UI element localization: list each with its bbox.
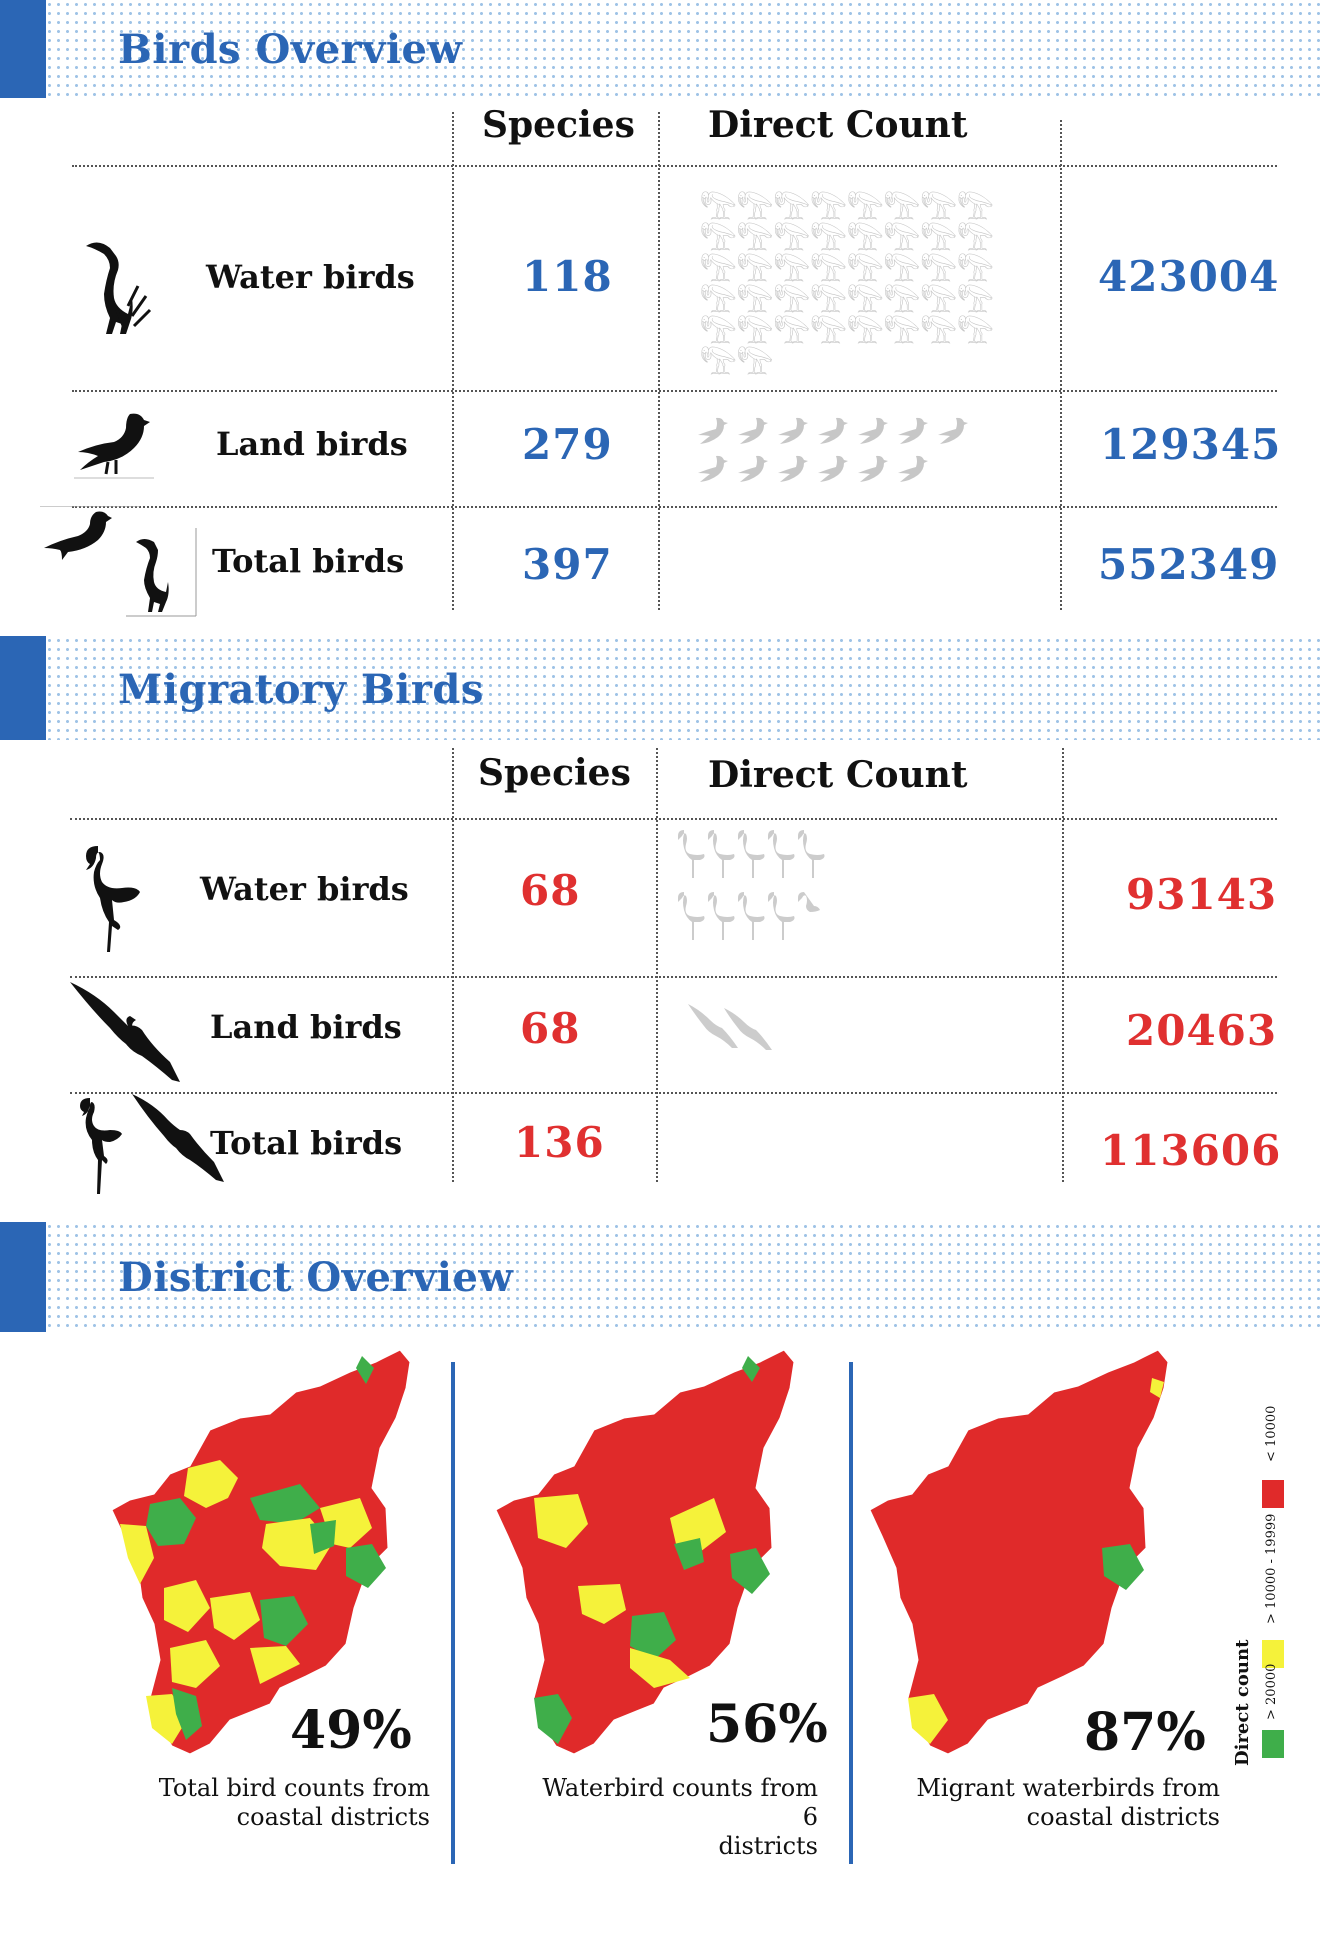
row-label: Water birds	[206, 258, 415, 296]
migratory-birds-title: Migratory Birds	[118, 666, 484, 713]
species-header: Species	[478, 752, 631, 794]
legend-swatch-red	[1262, 1480, 1284, 1508]
direct-count-header: Direct Count	[708, 104, 968, 146]
percent-total-coastal: 49%	[290, 1700, 412, 1761]
caption-line: Total bird counts from	[158, 1774, 430, 1802]
row-divider	[72, 165, 1277, 167]
count-value: 93143	[1126, 870, 1278, 919]
caption-migrant: Migrant waterbirds from coastal district…	[900, 1774, 1220, 1832]
eagle-icon	[70, 982, 180, 1082]
district-map-total	[111, 1349, 411, 1755]
legend-label: > 20000	[1264, 1663, 1279, 1720]
legend-swatch-yellow	[1262, 1640, 1284, 1668]
count-value: 552349	[1098, 540, 1280, 589]
district-overview-banner: District Overview	[0, 1222, 1320, 1332]
column-divider	[656, 748, 658, 1182]
row-label: Land birds	[216, 425, 408, 463]
species-value: 136	[514, 1118, 605, 1167]
count-value: 423004	[1098, 252, 1280, 301]
row-label: Total birds	[210, 1124, 403, 1162]
heron-icon	[86, 242, 152, 334]
flamingo-icon	[86, 846, 140, 952]
map-separator	[849, 1362, 853, 1864]
caption-waterbird: Waterbird counts from 6 districts	[520, 1774, 818, 1861]
count-value: 113606	[1100, 1126, 1282, 1175]
eagle-pictogram	[688, 1004, 772, 1050]
species-header: Species	[482, 104, 635, 146]
column-divider	[1062, 748, 1064, 1182]
species-value: 68	[520, 866, 581, 915]
row-divider	[72, 506, 1277, 508]
species-value: 279	[522, 420, 613, 469]
column-divider	[1060, 120, 1062, 610]
map-separator	[451, 1362, 455, 1864]
count-value: 129345	[1100, 420, 1282, 469]
column-divider	[452, 112, 454, 610]
caption-line: coastal districts	[236, 1803, 430, 1831]
row-divider	[70, 976, 1277, 978]
banner-accent-bar	[0, 0, 46, 98]
pigeon-icon	[74, 413, 154, 479]
row-label: Total birds	[212, 542, 405, 580]
migratory-birds-banner: Migratory Birds	[0, 636, 1320, 740]
row-label: Land birds	[210, 1008, 402, 1046]
district-map-migrant	[869, 1349, 1169, 1755]
caption-line: coastal districts	[1026, 1803, 1220, 1831]
caption-line: Migrant waterbirds from	[916, 1774, 1220, 1802]
row-divider	[72, 390, 1277, 392]
land-bird-pictogram	[698, 417, 968, 482]
flamingo-and-eagle-icon	[80, 1094, 224, 1194]
district-overview-title: District Overview	[118, 1254, 514, 1301]
column-divider	[452, 748, 454, 1182]
birds-overview-banner: Birds Overview	[0, 0, 1320, 98]
row-divider	[70, 1092, 1277, 1094]
birds-overview-title: Birds Overview	[118, 26, 463, 73]
percent-waterbird: 56%	[706, 1694, 828, 1755]
species-value: 118	[522, 252, 613, 301]
flamingo-pictogram	[678, 830, 825, 940]
row-divider	[70, 818, 1277, 820]
caption-total: Total bird counts from coastal districts	[150, 1774, 430, 1832]
species-value: 397	[522, 540, 613, 589]
pigeon-and-heron-icon	[40, 506, 197, 617]
legend-label: < 10000	[1264, 1405, 1279, 1462]
percent-migrant: 87%	[1084, 1702, 1206, 1763]
legend-title: Direct count	[1232, 1639, 1253, 1766]
caption-line: Waterbird counts from 6	[542, 1774, 818, 1831]
district-map-waterbird	[495, 1349, 795, 1755]
row-label: Water birds	[200, 870, 409, 908]
column-divider	[658, 112, 660, 610]
count-value: 20463	[1126, 1006, 1278, 1055]
species-value: 68	[520, 1004, 581, 1053]
banner-accent-bar	[0, 636, 46, 740]
banner-accent-bar	[0, 1222, 46, 1332]
legend-swatch-green	[1262, 1730, 1284, 1758]
legend-label: > 10000 - 19999	[1264, 1513, 1279, 1624]
caption-line: districts	[718, 1832, 818, 1860]
direct-count-header: Direct Count	[708, 754, 968, 796]
